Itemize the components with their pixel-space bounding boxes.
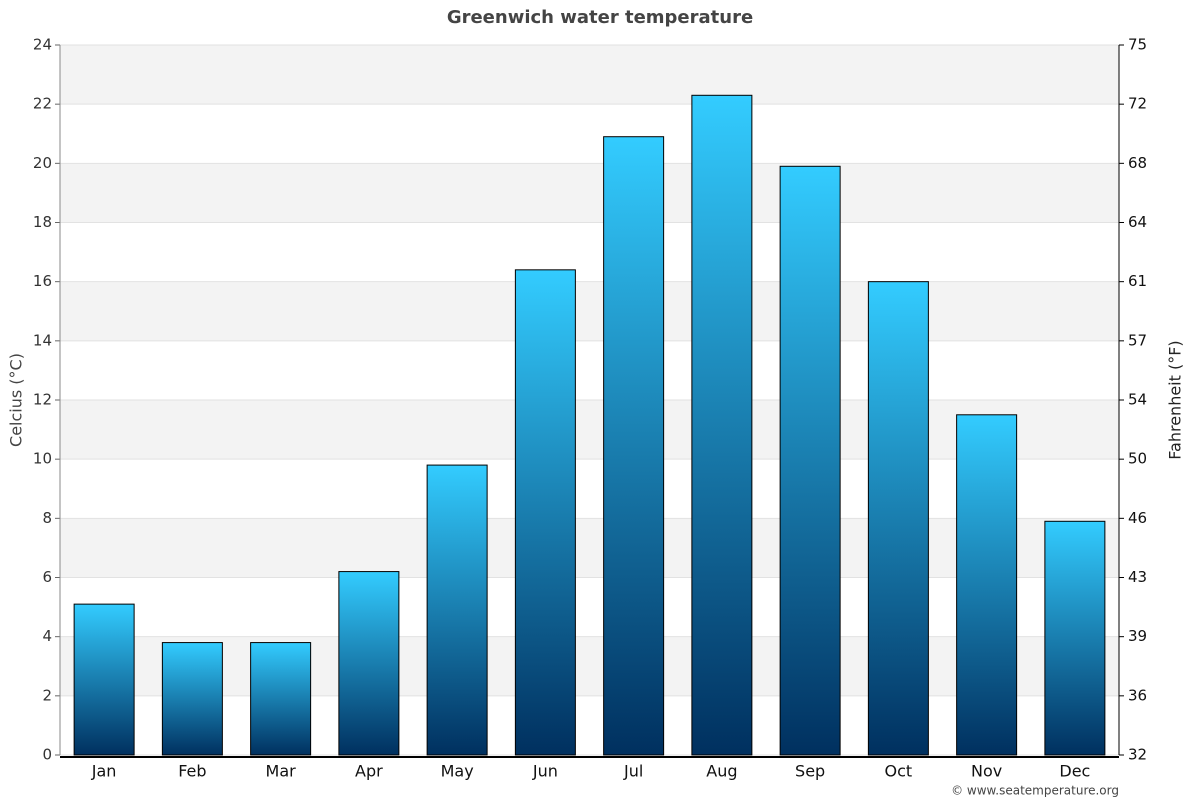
x-tick-label: Aug [706, 762, 737, 781]
y-tick-label: 6 [42, 568, 52, 586]
bar [161, 642, 223, 756]
y2-tick-label: 46 [1128, 509, 1147, 527]
x-tick-label: Jun [532, 762, 558, 781]
y-tick-label: 20 [33, 154, 52, 172]
x-tick-label: Nov [971, 762, 1002, 781]
x-tick-label: Feb [178, 762, 206, 781]
y-axis-label: Celcius (°C) [7, 353, 26, 447]
x-tick-label: Jan [91, 762, 117, 781]
bar [514, 269, 576, 756]
y2-tick-label: 54 [1128, 391, 1147, 409]
bar [1044, 520, 1106, 756]
x-tick-label: Mar [266, 762, 297, 781]
y2-tick-label: 57 [1128, 331, 1147, 349]
band [60, 400, 1119, 460]
bar [250, 642, 312, 756]
band [60, 163, 1119, 223]
y-tick-label: 16 [33, 272, 52, 290]
y-tick-label: 8 [42, 509, 52, 527]
y2-tick-label: 68 [1128, 154, 1147, 172]
y-tick-label: 12 [33, 391, 52, 409]
x-tick-label: Sep [795, 762, 825, 781]
y2-tick-label: 43 [1128, 568, 1147, 586]
band [60, 45, 1119, 105]
x-tick-label: Apr [355, 762, 383, 781]
bar [691, 94, 753, 756]
y2-tick-label: 32 [1128, 746, 1147, 764]
y2-tick-label: 36 [1128, 686, 1147, 704]
y-tick-label: 0 [42, 746, 52, 764]
y2-tick-label: 72 [1128, 95, 1147, 113]
band [60, 518, 1119, 578]
x-tick-label: Jul [623, 762, 643, 781]
y-tick-label: 10 [33, 450, 52, 468]
bar [603, 136, 665, 756]
y2-tick-label: 61 [1128, 272, 1147, 290]
y-tick-label: 14 [33, 331, 52, 349]
y2-tick-label: 39 [1128, 627, 1147, 645]
y-tick-label: 18 [33, 213, 52, 231]
x-tick-label: Oct [885, 762, 913, 781]
x-tick-label: Dec [1059, 762, 1090, 781]
y2-tick-label: 64 [1128, 213, 1147, 231]
y2-tick-label: 50 [1128, 450, 1147, 468]
bar [779, 165, 841, 756]
y2-tick-label: 75 [1128, 36, 1147, 54]
bar [73, 603, 135, 756]
y-tick-label: 24 [33, 36, 52, 54]
bar [338, 571, 400, 756]
band [60, 281, 1119, 341]
y-tick-label: 2 [42, 686, 52, 704]
y2-axis-label: Fahrenheit (°F) [1166, 340, 1185, 459]
x-tick-label: May [441, 762, 474, 781]
credit: © www.seatemperature.org [951, 784, 1119, 798]
bar [956, 414, 1018, 756]
band [60, 636, 1119, 696]
bar [426, 464, 488, 756]
bar [867, 281, 929, 756]
chart-title: Greenwich water temperature [447, 7, 753, 28]
y-tick-label: 4 [42, 627, 52, 645]
y-tick-label: 22 [33, 95, 52, 113]
